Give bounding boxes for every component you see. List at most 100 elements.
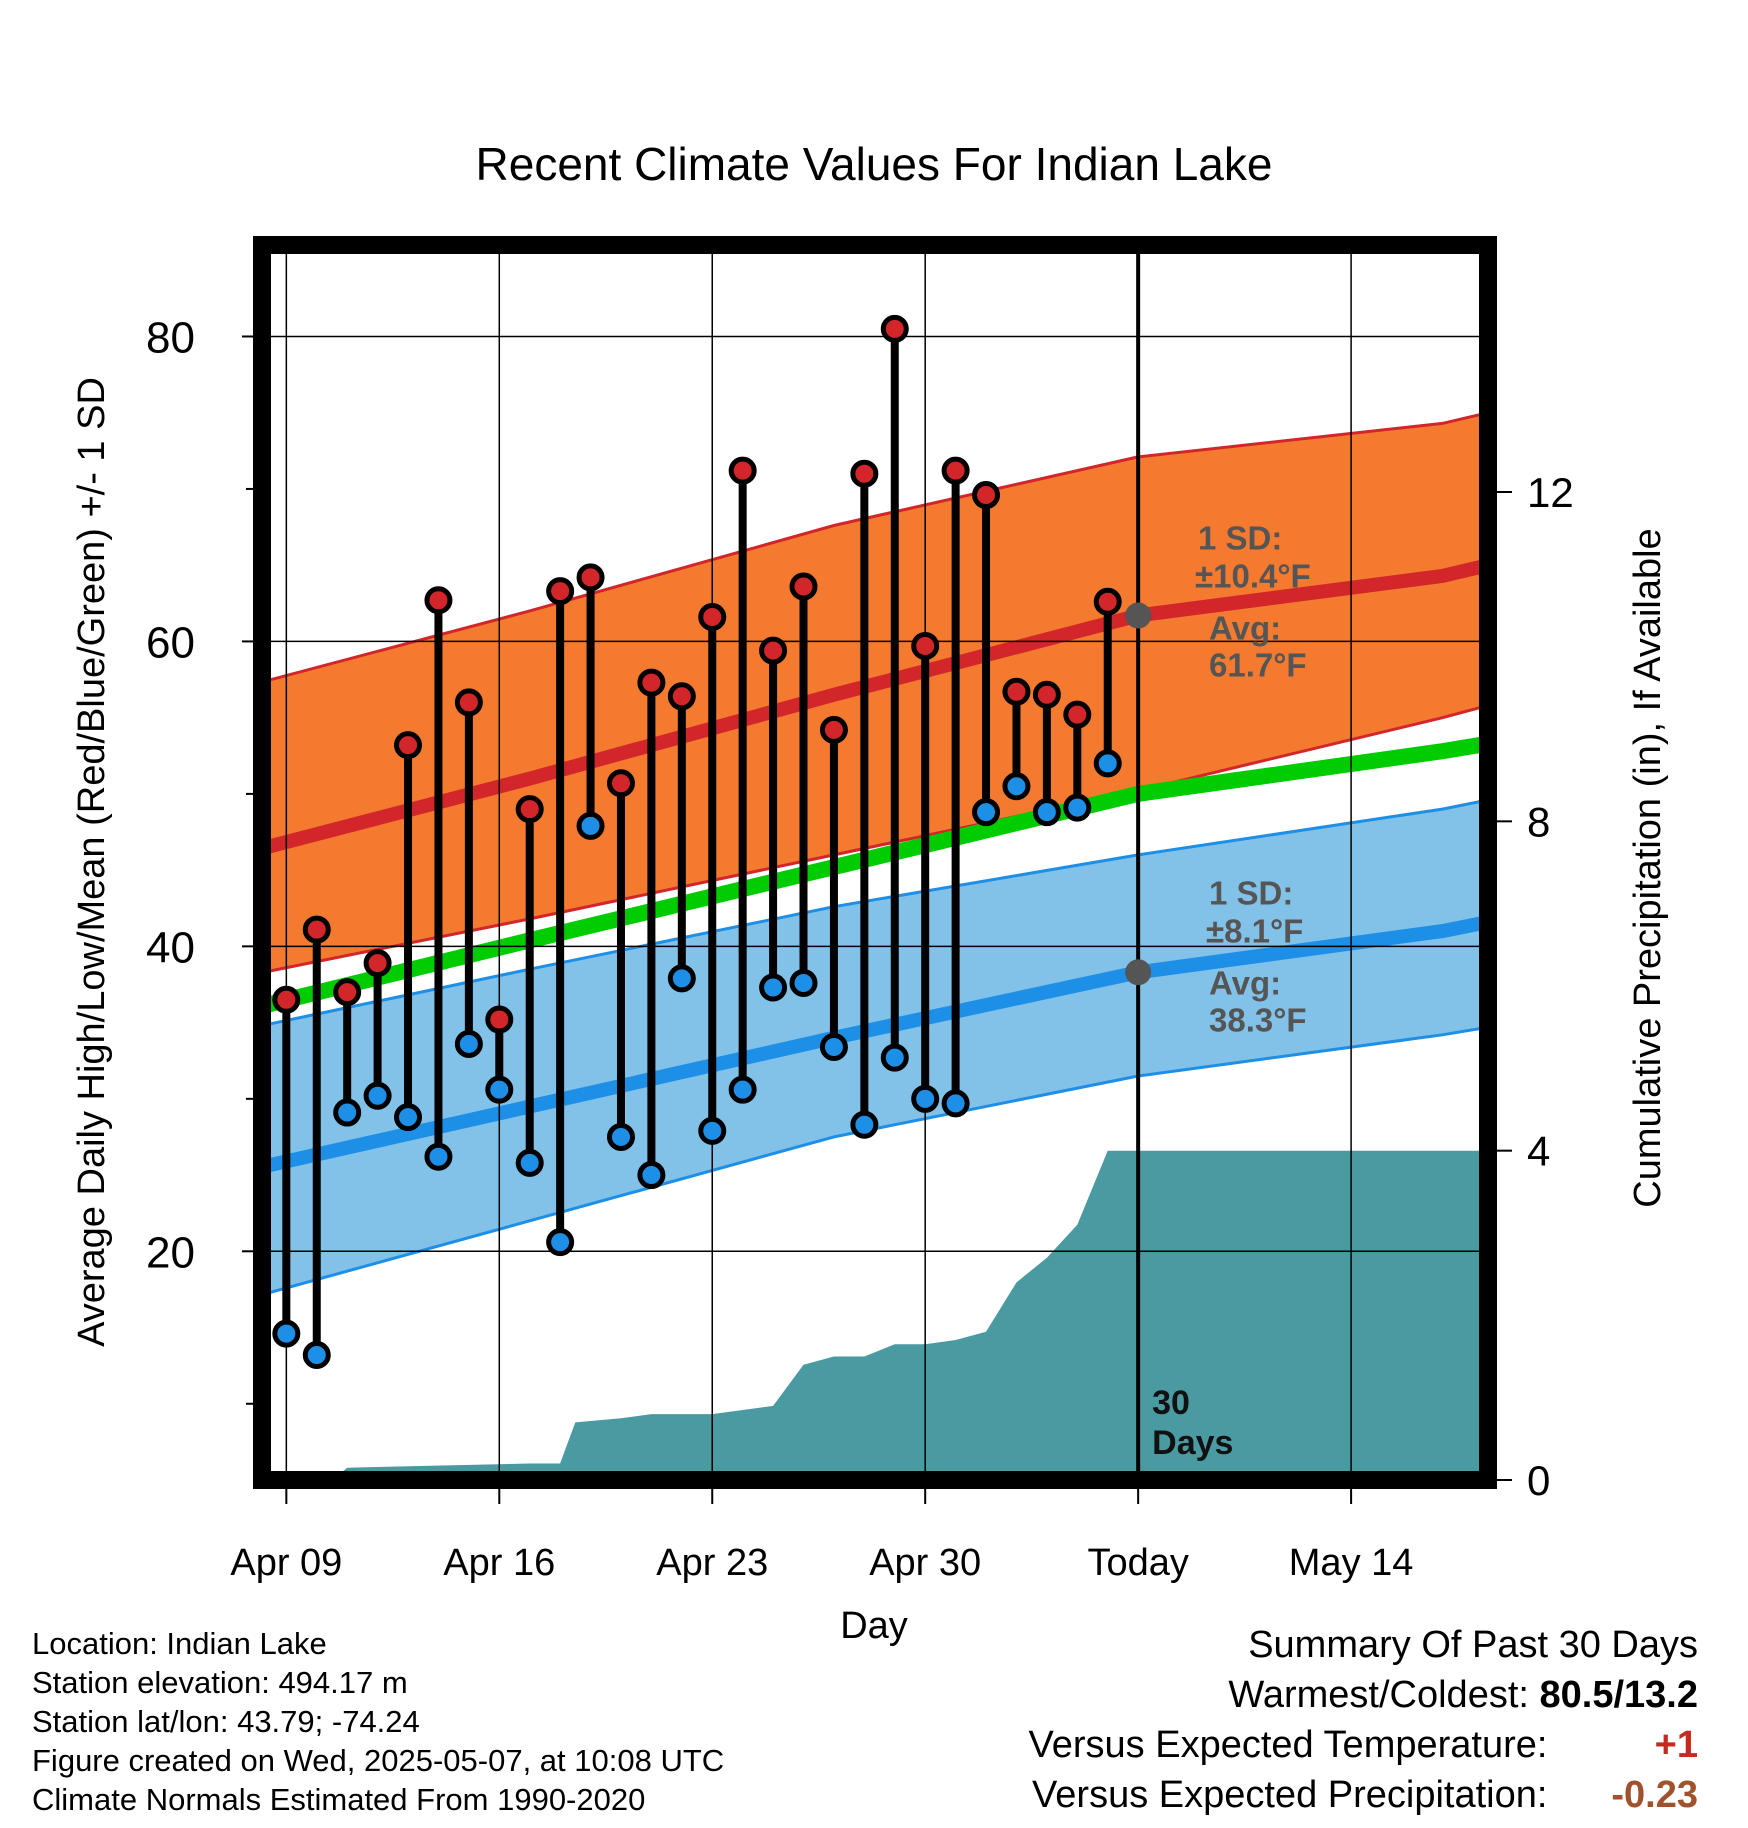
y-tick-label: 80 bbox=[146, 313, 195, 362]
daily-high-point bbox=[698, 603, 727, 632]
low-mean-line bbox=[262, 915, 1488, 1175]
daily-low-point bbox=[515, 1148, 544, 1177]
summary-precip-row: Versus Expected Precipitation: -0.23 bbox=[1029, 1770, 1698, 1820]
summary-warmest-row: Warmest/Coldest: 80.5/13.2 bbox=[1029, 1670, 1698, 1720]
daily-high-point bbox=[333, 978, 362, 1007]
daily-low-point bbox=[424, 1142, 453, 1171]
daily-high-point bbox=[546, 577, 575, 606]
daily-high-point bbox=[850, 459, 879, 488]
daily-high-point bbox=[819, 715, 848, 744]
daily-low-point bbox=[850, 1110, 879, 1139]
daily-low-point bbox=[911, 1084, 940, 1113]
low-avg-marker bbox=[1125, 959, 1152, 986]
daily-high-point bbox=[515, 795, 544, 824]
daily-high-point bbox=[424, 586, 453, 615]
y-tick-label: 40 bbox=[146, 923, 195, 972]
x-tick-label: Apr 09 bbox=[230, 1542, 342, 1584]
daily-low-point bbox=[454, 1029, 483, 1058]
station-info: Location: Indian Lake Station elevation:… bbox=[32, 1624, 724, 1819]
x-axis-label: Day bbox=[840, 1605, 908, 1647]
daily-high-point bbox=[759, 636, 788, 665]
daily-low-point bbox=[1063, 793, 1092, 822]
daily-high-point bbox=[394, 731, 423, 760]
daily-high-point bbox=[1093, 587, 1122, 616]
low-sd-label: 1 SD: bbox=[1209, 874, 1293, 911]
high-avg-marker bbox=[1125, 602, 1152, 629]
y2-tick-label: 8 bbox=[1527, 798, 1550, 845]
daily-high-point bbox=[972, 481, 1001, 510]
low-sd-lower-edge bbox=[262, 1025, 1488, 1297]
daily-high-point bbox=[728, 456, 757, 485]
high-avg-label: Avg: bbox=[1209, 610, 1281, 647]
daily-high-point bbox=[454, 688, 483, 717]
warmest-label: Warmest/Coldest: bbox=[1228, 1674, 1529, 1716]
daily-low-point bbox=[880, 1043, 909, 1072]
location-text: Location: Indian Lake bbox=[32, 1626, 327, 1661]
daily-high-point bbox=[667, 682, 696, 711]
daily-high-point bbox=[789, 572, 818, 601]
precip-label: Versus Expected Precipitation: bbox=[1032, 1774, 1548, 1816]
latlon-text: Station lat/lon: 43.79; -74.24 bbox=[32, 1704, 420, 1739]
daily-low-point bbox=[302, 1340, 331, 1369]
x-tick-label: Apr 30 bbox=[869, 1542, 981, 1584]
daily-low-point bbox=[728, 1075, 757, 1104]
daily-low-point bbox=[819, 1032, 848, 1061]
daily-high-point bbox=[214, 955, 237, 978]
temp-value: +1 bbox=[1654, 1724, 1698, 1766]
daily-low-point bbox=[941, 1089, 970, 1118]
daily-low-point bbox=[485, 1075, 514, 1104]
normals-text: Climate Normals Estimated From 1990-2020 bbox=[32, 1782, 646, 1817]
x-tick-label: May 14 bbox=[1289, 1542, 1414, 1584]
high-sd-label: 1 SD: bbox=[1198, 520, 1282, 557]
summary-temp-row: Versus Expected Temperature: +1 bbox=[1029, 1720, 1698, 1770]
daily-low-point bbox=[272, 1319, 301, 1348]
low-sd-upper-edge bbox=[262, 798, 1488, 1028]
daily-low-point bbox=[1093, 749, 1122, 778]
chart-title: Recent Climate Values For Indian Lake bbox=[476, 138, 1273, 190]
y2-tick-label: 4 bbox=[1527, 1128, 1550, 1175]
daily-low-point bbox=[789, 968, 818, 997]
daily-high-point bbox=[272, 985, 301, 1014]
days-label-line: 30 bbox=[1152, 1384, 1190, 1422]
high-sd-value: ±10.4°F bbox=[1195, 558, 1311, 595]
created-text: Figure created on Wed, 2025-05-07, at 10… bbox=[32, 1743, 725, 1778]
temp-label: Versus Expected Temperature: bbox=[1028, 1724, 1548, 1766]
daily-high-point bbox=[1032, 680, 1061, 709]
daily-low-point bbox=[214, 1104, 237, 1127]
daily-low-point bbox=[576, 811, 605, 840]
y2-tick-label: 0 bbox=[1527, 1457, 1550, 1504]
warmest-value: 80.5/13.2 bbox=[1539, 1674, 1698, 1716]
daily-low-point bbox=[759, 973, 788, 1002]
daily-high-point bbox=[302, 915, 331, 944]
x-tick-label: Today bbox=[1087, 1542, 1188, 1584]
daily-high-point bbox=[1063, 700, 1092, 729]
precip-area bbox=[262, 1150, 1488, 1480]
plot-border bbox=[253, 236, 1497, 1489]
daily-low-point bbox=[394, 1103, 423, 1132]
daily-low-point bbox=[972, 798, 1001, 827]
daily-low-point bbox=[546, 1228, 575, 1257]
low-avg-label: Avg: bbox=[1209, 964, 1281, 1001]
daily-high-point bbox=[1002, 677, 1031, 706]
daily-low-point bbox=[667, 964, 696, 993]
y2-axis-label: Cumulative Precipitation (in), If Availa… bbox=[1627, 528, 1669, 1207]
mean-line bbox=[262, 735, 1488, 1015]
y2-tick-label: 12 bbox=[1527, 469, 1574, 516]
daily-high-point bbox=[576, 563, 605, 592]
daily-low-point bbox=[1032, 798, 1061, 827]
daily-low-point bbox=[333, 1098, 362, 1127]
daily-high-point bbox=[637, 668, 666, 697]
daily-low-point bbox=[698, 1116, 727, 1145]
daily-low-point bbox=[637, 1161, 666, 1190]
days-label-line: Days bbox=[1152, 1424, 1233, 1462]
x-tick-label: Apr 23 bbox=[656, 1542, 768, 1584]
y-axis-label: Average Daily High/Low/Mean (Red/Blue/Gr… bbox=[71, 377, 113, 1347]
summary-title: Summary Of Past 30 Days bbox=[1248, 1624, 1698, 1666]
chart-frame-and-labels: Recent Climate Values For Indian Lake 20 4… bbox=[71, 138, 1669, 1647]
daily-high-point bbox=[911, 631, 940, 660]
daily-low-point bbox=[606, 1122, 635, 1151]
low-sd-value: ±8.1°F bbox=[1206, 912, 1303, 949]
